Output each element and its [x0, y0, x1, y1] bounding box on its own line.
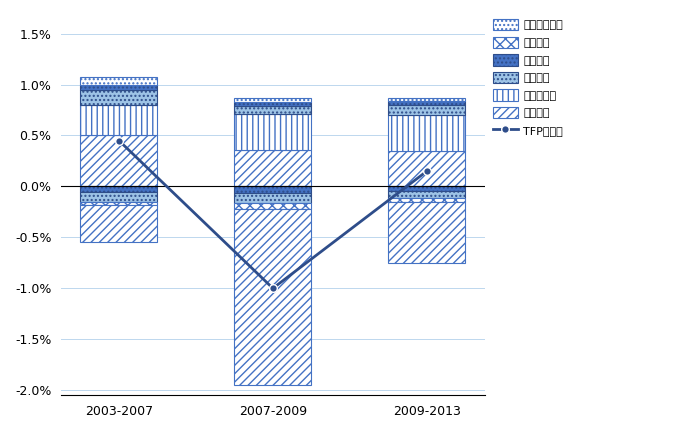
Bar — [234, 114, 312, 150]
Bar — [81, 136, 157, 187]
Bar — [81, 205, 157, 242]
Bar — [388, 105, 465, 115]
Bar — [388, 98, 465, 101]
TFP上昇率 — [269, 286, 277, 291]
Bar — [234, 150, 312, 187]
Bar — [234, 187, 312, 193]
Bar — [388, 115, 465, 151]
Bar — [81, 105, 157, 136]
Bar — [81, 84, 157, 90]
Bar — [81, 191, 157, 202]
Bar — [388, 151, 465, 187]
Bar — [388, 202, 465, 263]
TFP上昇率 — [423, 168, 431, 174]
Bar — [234, 203, 312, 209]
Bar — [388, 187, 465, 191]
Legend: 業種転換効果, 廃業効果, 倒産効果, 参入効果, 再配分効果, 内部効果, TFP上昇率: 業種転換効果, 廃業効果, 倒産効果, 参入効果, 再配分効果, 内部効果, T… — [489, 15, 567, 140]
Bar — [234, 102, 312, 106]
TFP上昇率 — [115, 138, 123, 143]
Bar — [234, 98, 312, 102]
Bar — [388, 191, 465, 197]
Bar — [234, 193, 312, 203]
Bar — [234, 209, 312, 385]
Line: TFP上昇率: TFP上昇率 — [115, 137, 431, 292]
Bar — [388, 101, 465, 105]
Bar — [81, 202, 157, 205]
Bar — [81, 78, 157, 84]
Bar — [81, 90, 157, 105]
Bar — [234, 106, 312, 114]
Bar — [388, 197, 465, 202]
Bar — [81, 187, 157, 191]
